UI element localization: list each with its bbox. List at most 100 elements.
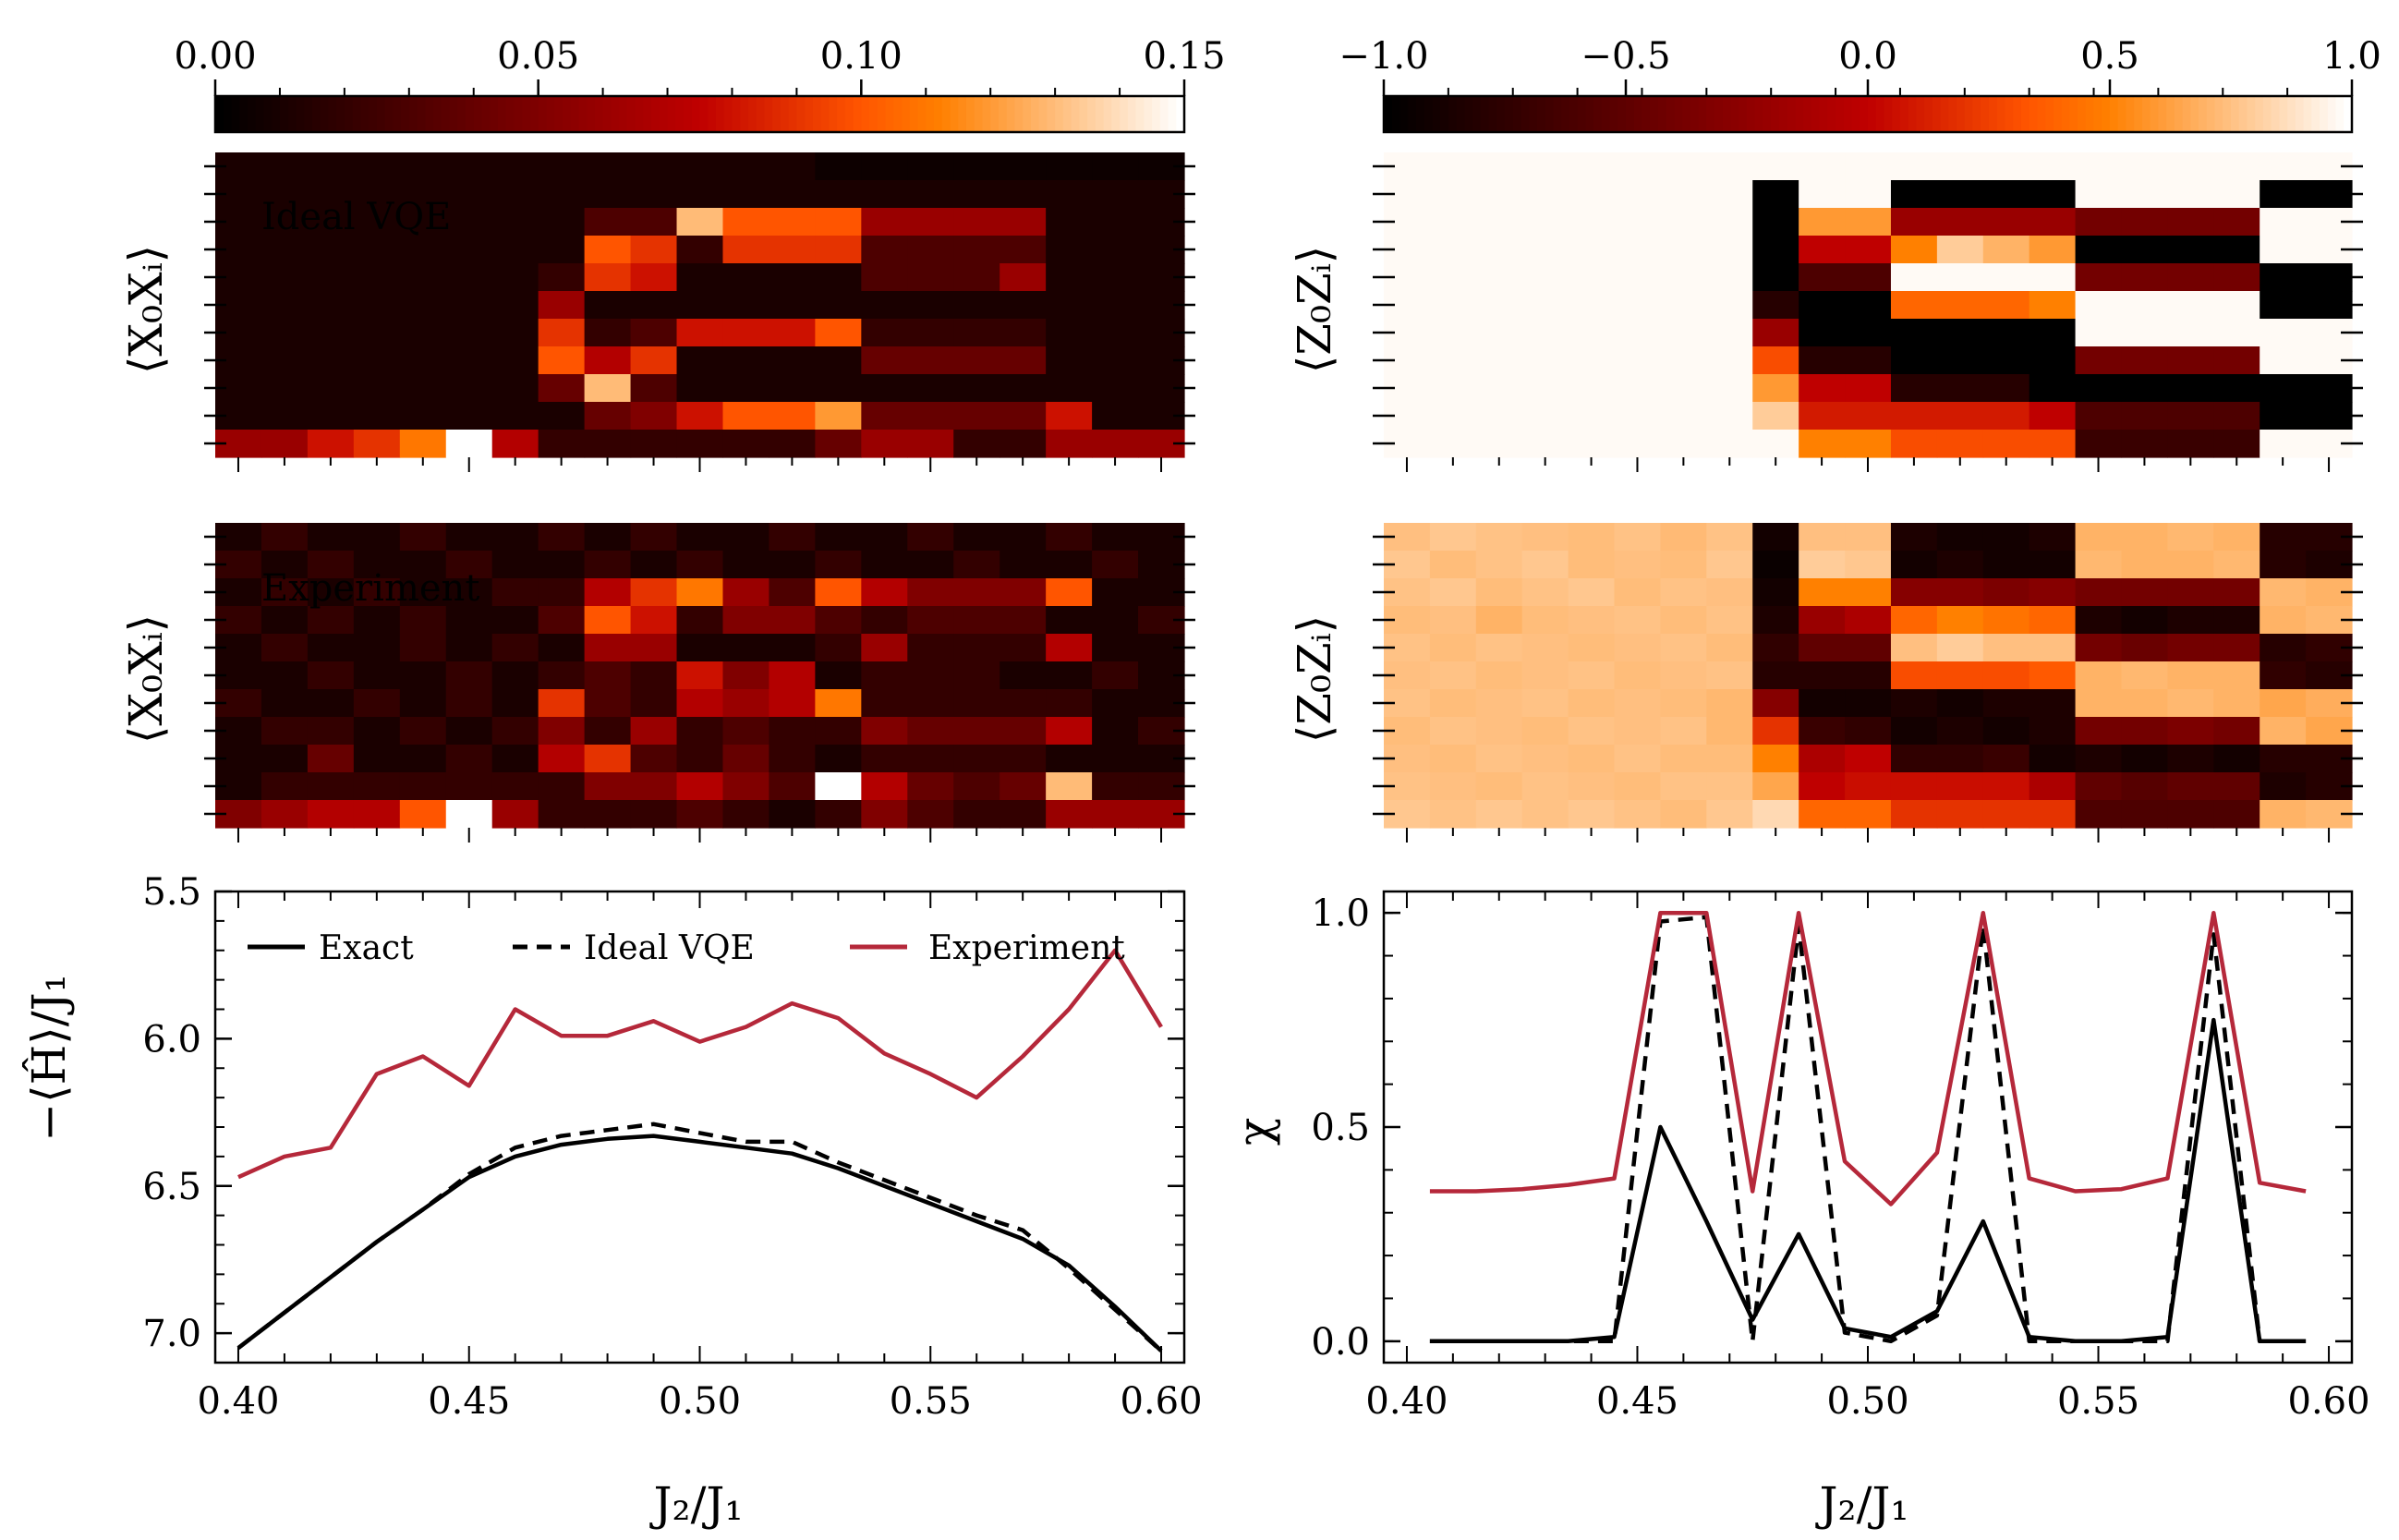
colorbar-gradient-cell — [1747, 96, 1756, 132]
colorbar-gradient-cell — [1996, 96, 2006, 132]
heatmap-cell — [1660, 402, 1707, 430]
heatmap-cell — [953, 800, 1000, 829]
heatmap-cell — [1092, 319, 1139, 347]
colorbar-gradient-cell — [1399, 96, 1409, 132]
heatmap-cell — [815, 551, 862, 579]
heatmap-cell — [1046, 263, 1093, 292]
heatmap-cell — [491, 661, 539, 690]
heatmap-cell — [1845, 263, 1892, 292]
heatmap-cell — [1521, 661, 1569, 690]
heatmap-cell — [1890, 745, 1938, 773]
colorbar-gradient-cell — [1168, 96, 1177, 132]
heatmap-cell — [307, 523, 355, 552]
heatmap-cell — [1706, 745, 1753, 773]
heatmap-cell — [260, 689, 309, 718]
heatmap-cell — [491, 606, 539, 635]
xtick-label: 0.40 — [1365, 1380, 1448, 1423]
heatmap-cell — [1475, 745, 1523, 773]
heatmap-cell — [1521, 578, 1569, 607]
heatmap-cell — [2121, 319, 2168, 347]
heatmap-cell — [1845, 430, 1892, 458]
colorbar-gradient-cell — [2141, 96, 2151, 132]
heatmap-cell — [815, 772, 862, 801]
heatmap-cell — [584, 152, 632, 181]
heatmap-cell — [260, 800, 309, 829]
heatmap-cell — [445, 717, 493, 746]
heatmap-cell — [399, 800, 447, 829]
colorbar-gradient-cell — [231, 96, 240, 132]
heatmap-cell — [2260, 717, 2307, 746]
heatmap-cell — [769, 717, 816, 746]
heatmap-cell — [1890, 606, 1938, 635]
colorbar-gradient-cell — [2247, 96, 2256, 132]
heatmap-cell — [1799, 578, 1846, 607]
xtick-label: 0.45 — [428, 1380, 510, 1423]
colorbar-gradient-cell — [263, 96, 273, 132]
xtick-label: 0.50 — [1826, 1380, 1908, 1423]
colorbar-gradient-cell — [764, 96, 773, 132]
colorbar-gradient-cell — [1496, 96, 1506, 132]
heatmap-cell — [1845, 772, 1892, 801]
heatmap-cell — [2121, 745, 2168, 773]
heatmap-zz-experiment-ylabel: ⟨Z₀Zᵢ⟩ — [1288, 615, 1341, 744]
heatmap-cell — [953, 606, 1000, 635]
heatmap-cell — [722, 208, 770, 236]
heatmap-cell — [1890, 346, 1938, 375]
colorbar-gradient-cell — [1778, 96, 1788, 132]
heatmap-cell — [538, 772, 586, 801]
heatmap-cell — [1845, 152, 1892, 181]
heatmap-cell — [1568, 551, 1616, 579]
heatmap-cell — [491, 180, 539, 209]
heatmap-cell — [769, 430, 816, 458]
colorbar-gradient-cell — [2102, 96, 2111, 132]
heatmap-cell — [445, 689, 493, 718]
heatmap-cell — [815, 578, 862, 607]
heatmap-cell — [1660, 346, 1707, 375]
colorbar-gradient-cell — [441, 96, 451, 132]
heatmap-cell — [722, 717, 770, 746]
heatmap-cell — [1982, 152, 2030, 181]
colorbar-gradient-cell — [2223, 96, 2232, 132]
heatmap-cell — [630, 180, 678, 209]
heatmap-cell — [399, 402, 447, 430]
heatmap-cell — [676, 606, 724, 635]
heatmap-cell — [815, 374, 862, 403]
heatmap-cell — [1429, 800, 1477, 829]
heatmap-cell — [2213, 717, 2260, 746]
heatmap-cell — [1521, 180, 1569, 209]
heatmap-cell — [2167, 152, 2214, 181]
heatmap-cell — [1568, 346, 1616, 375]
colorbar-gradient-cell — [2134, 96, 2143, 132]
heatmap-cell — [815, 800, 862, 829]
heatmap-cell — [1982, 208, 2030, 236]
heatmap-cell — [676, 374, 724, 403]
heatmap-cell — [1568, 745, 1616, 773]
heatmap-cell — [1092, 430, 1139, 458]
heatmap-cell — [1000, 208, 1047, 236]
heatmap-cell — [676, 402, 724, 430]
heatmap-cell — [1799, 551, 1846, 579]
heatmap-cell — [1890, 152, 1938, 181]
colorbar-gradient-cell — [2231, 96, 2240, 132]
colorbar-gradient-cell — [304, 96, 313, 132]
heatmap-cell — [769, 374, 816, 403]
heatmap-cell — [538, 319, 586, 347]
heatmap-cell — [399, 578, 447, 607]
heatmap-cell — [1429, 717, 1477, 746]
heatmap-cell — [260, 430, 309, 458]
colorbar-gradient-cell — [1940, 96, 1949, 132]
heatmap-cell — [1614, 717, 1662, 746]
heatmap-cell — [1092, 291, 1139, 320]
heatmap-cell — [2167, 800, 2214, 829]
colorbar-gradient-cell — [352, 96, 361, 132]
heatmap-cell — [1521, 634, 1569, 662]
colorbar-gradient-cell — [1819, 96, 1828, 132]
heatmap-cell — [1982, 523, 2030, 552]
colorbar-gradient-cell — [1577, 96, 1586, 132]
heatmap-cell — [815, 634, 862, 662]
heatmap-cell — [953, 402, 1000, 430]
heatmap-cell — [1660, 180, 1707, 209]
heatmap-cell — [953, 717, 1000, 746]
heatmap-cell — [1046, 430, 1093, 458]
heatmap-cell — [861, 717, 908, 746]
